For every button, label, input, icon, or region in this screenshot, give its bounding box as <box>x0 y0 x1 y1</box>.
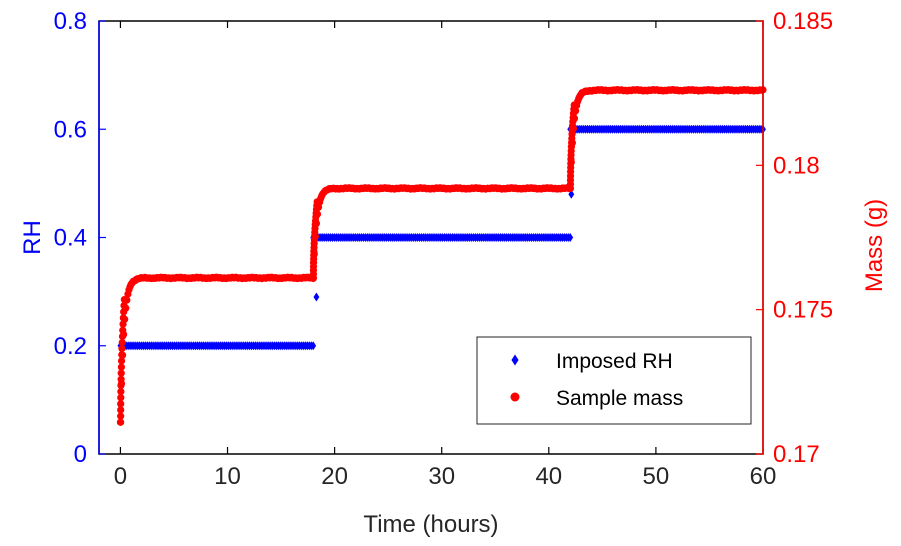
x-tick-label: 30 <box>428 463 455 490</box>
left-y-tick-label: 0.8 <box>54 8 87 35</box>
mass-point <box>117 406 125 414</box>
mass-point <box>119 320 127 328</box>
mass-point <box>117 387 125 396</box>
mass-point <box>118 332 127 340</box>
left-y-tick-label: 0.4 <box>54 225 87 252</box>
legend-entry-label: Sample mass <box>556 387 683 410</box>
legend: Imposed RH Sample mass <box>476 336 752 425</box>
mass-point <box>570 101 578 109</box>
rh-point <box>313 292 320 302</box>
right-y-tick-label: 0.18 <box>773 152 820 179</box>
x-axis-label: Time (hours) <box>363 511 498 538</box>
rh-point <box>310 341 317 351</box>
x-tick-label: 50 <box>643 463 670 490</box>
mass-point <box>117 400 125 408</box>
mass-point <box>117 412 125 420</box>
mass-point <box>118 351 126 359</box>
mass-point <box>117 363 125 371</box>
left-y-tick-label: 0.6 <box>54 116 87 143</box>
mass-point <box>120 295 128 304</box>
plot-marks <box>116 85 767 426</box>
x-tick-label: 0 <box>114 463 127 490</box>
mass-point <box>117 369 125 377</box>
right-y-tick-label: 0.185 <box>773 8 833 35</box>
legend-mass-marker <box>510 392 520 402</box>
mass-point <box>117 357 126 365</box>
mass-point <box>117 394 125 402</box>
mass-point <box>120 302 128 310</box>
mass-point <box>313 198 321 206</box>
left-y-tick-label: 0 <box>74 441 87 468</box>
rh-point <box>567 233 574 242</box>
legend-entry-label: Imposed RH <box>556 350 673 373</box>
right-y-axis-label: Mass (g) <box>861 199 888 292</box>
left-y-axis-label: RH <box>19 220 46 255</box>
legend-box <box>476 336 752 425</box>
left-y-tick-label: 0.2 <box>54 333 87 360</box>
x-tick-label: 40 <box>535 463 562 490</box>
x-tick-label: 60 <box>750 463 777 490</box>
mass-point <box>118 345 126 353</box>
x-tick-label: 20 <box>321 463 348 490</box>
axes: 0 10 20 30 40 50 60 Time (hours) 0 0.2 0.4 0.6 0.8 RH… <box>19 8 888 538</box>
mass-point <box>119 326 127 334</box>
x-tick-label: 10 <box>214 463 241 490</box>
mass-point <box>117 381 125 390</box>
mass-point <box>118 338 126 347</box>
right-y-tick-label: 0.17 <box>773 441 820 468</box>
mass-point <box>119 314 127 322</box>
mass-point <box>117 375 125 383</box>
rh-point <box>511 354 519 366</box>
mass-point <box>120 308 128 316</box>
mass-point <box>117 418 125 426</box>
right-y-tick-label: 0.175 <box>773 297 833 324</box>
